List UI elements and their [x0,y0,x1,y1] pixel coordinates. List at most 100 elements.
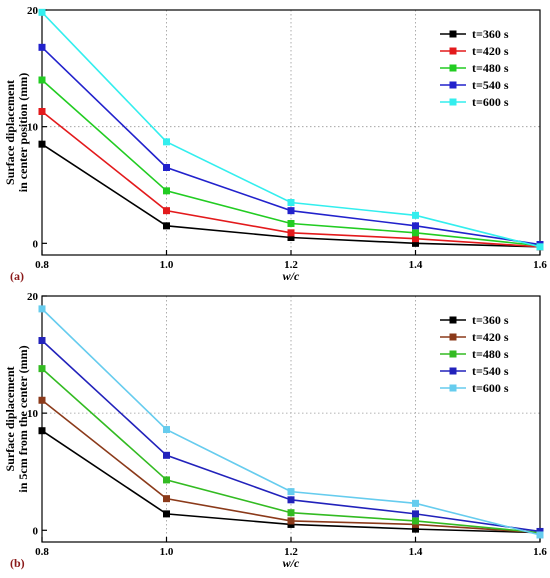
data-point [287,220,295,227]
data-point [38,140,46,148]
legend-item: t=600 s [440,381,509,395]
series-t-600-s [38,8,544,251]
data-point [287,199,295,206]
data-point [163,138,170,146]
data-point [38,427,46,435]
x-tick-label: 1.2 [284,259,298,271]
data-point [163,451,170,459]
data-point [412,211,419,219]
panel-b-chart: 0 10 20 0.8 1.0 1.2 1.4 1.6 w/c (b) Surface diplac… [3,291,547,570]
legend-label: t=360 s [472,313,509,327]
legend-marker [449,81,457,89]
data-point [287,517,295,525]
data-point [287,207,295,215]
data-point [412,222,419,230]
data-point [287,520,295,528]
x-tick-label: 1.4 [409,546,423,558]
legend-item: t=480 s [440,347,509,361]
data-point [412,517,419,525]
legend-item: t=420 s [440,330,509,344]
y-axis-label: in center position (mm) [16,73,30,192]
data-point [163,426,170,434]
legend-marker [449,384,457,392]
legend-item: t=540 s [440,78,509,92]
legend-item: t=540 s [440,364,509,378]
data-point [412,229,419,237]
y-axis-label: in 5cm from the center (mm) [16,345,30,492]
data-point [38,305,46,313]
data-point [536,531,544,539]
y-tick-label: 0 [33,238,39,250]
legend-marker [449,333,457,341]
legend-label: t=540 s [472,78,509,92]
legend-marker [449,64,457,72]
legend-label: t=540 s [472,364,509,378]
x-tick-label: 1.0 [160,546,174,558]
data-point [536,527,544,535]
x-tick-label: 1.6 [533,259,547,271]
y-tick-label: 10 [27,122,39,134]
data-point [38,337,46,345]
data-point [163,187,170,195]
legend-item: t=600 s [440,95,509,109]
grid-lines [42,296,540,542]
data-point [163,495,170,503]
y-tick-label: 10 [27,408,39,420]
legend-marker [449,98,457,106]
legend-item: t=360 s [440,27,509,41]
legend-label: t=360 s [472,27,509,41]
data-point [412,520,419,528]
data-point [287,229,295,237]
y-axis-label: Surface diplacement [3,80,17,185]
data-point [412,525,419,533]
data-point [163,476,170,484]
series-t-480-s [38,365,544,537]
x-axis-label: w/c [283,556,300,570]
legend-item: t=360 s [440,313,509,327]
panel-label: (b) [10,556,25,570]
data-point [163,207,170,215]
panel-label: (a) [10,269,24,283]
legend-label: t=420 s [472,44,509,58]
legend-marker [449,47,457,55]
data-point [38,43,46,51]
data-point [287,509,295,517]
legend-label: t=600 s [472,95,509,109]
legend-label: t=480 s [472,347,509,361]
x-tick-label: 1.0 [160,259,174,271]
legend-marker [449,350,457,358]
legend-item: t=420 s [440,44,509,58]
data-point [412,499,419,507]
x-axis-label: w/c [283,269,300,283]
data-point [163,510,170,518]
data-point [412,510,419,518]
data-point [38,365,46,373]
legend-label: t=600 s [472,381,509,395]
data-point [287,488,295,496]
x-tick-label: 1.6 [533,546,547,558]
legend: t=360 s t=420 s t=480 s t=540 s t=600 s [440,27,509,109]
data-point [412,235,419,243]
panel-a-chart: 0 10 20 0.8 1.0 1.2 1.4 1.6 w/c (a) Surface diplac… [3,5,547,283]
grid-lines [42,10,540,255]
series-t-540-s [38,337,544,535]
data-point [38,396,46,404]
data-point [38,8,46,16]
legend-label: t=420 s [472,330,509,344]
data-point [287,496,295,504]
data-point [412,239,419,247]
data-point [536,243,544,251]
legend-label: t=480 s [472,61,509,75]
x-tick-label: 1.2 [284,546,298,558]
legend-marker [449,30,457,38]
y-tick-label: 20 [27,5,39,17]
x-tick-label: 1.4 [409,259,423,271]
x-tick-label: 0.8 [35,259,49,271]
data-point [163,222,170,230]
data-point [38,76,46,84]
legend-item: t=480 s [440,61,509,75]
data-point [38,108,46,115]
data-point [287,234,295,241]
x-tick-label: 0.8 [35,546,49,558]
